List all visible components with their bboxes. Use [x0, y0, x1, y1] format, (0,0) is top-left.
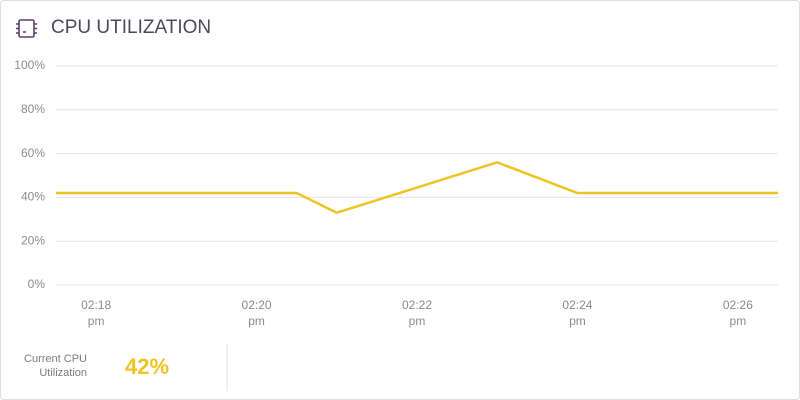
x-tick-label: 02:20 pm: [241, 298, 272, 328]
summary-label: Current CPU Utilization: [24, 353, 87, 379]
cpu-line: [56, 161, 778, 214]
card-title: CPU UTILIZATION: [51, 17, 212, 38]
chip-icon: [16, 19, 37, 38]
y-tick-label: 100%: [14, 58, 45, 72]
summary-value: 42%: [125, 354, 170, 379]
y-tick-label: 40%: [21, 190, 45, 204]
y-tick-label: 60%: [21, 146, 45, 160]
x-tick-label: 02:24 pm: [562, 298, 593, 328]
x-tick-label: 02:18 pm: [81, 298, 112, 328]
x-tick-label: 02:26 pm: [722, 298, 753, 328]
y-tick-label: 20%: [21, 233, 45, 247]
y-tick-label: 80%: [21, 102, 45, 116]
y-tick-label: 0%: [28, 277, 46, 291]
x-tick-label: 02:22 pm: [401, 298, 433, 328]
